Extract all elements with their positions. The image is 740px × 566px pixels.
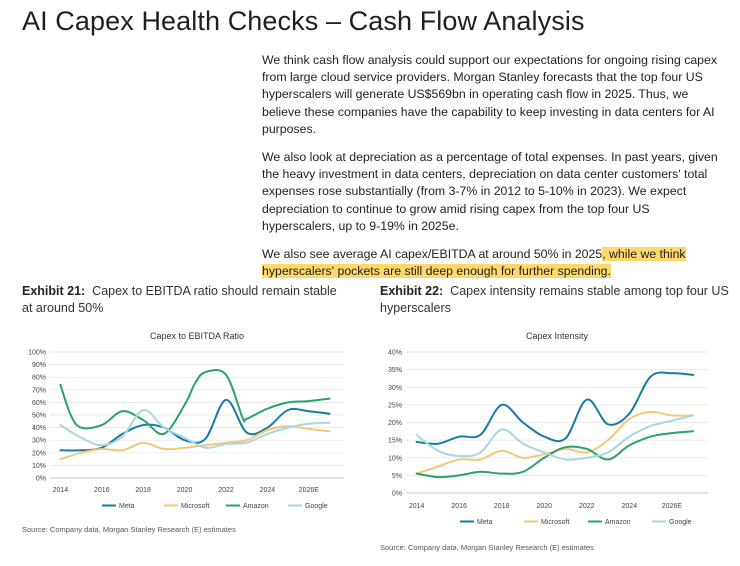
exhibit-22-label: Exhibit 22: xyxy=(380,284,444,298)
legend-label: Google xyxy=(305,503,328,510)
x-tick-label: 2014 xyxy=(53,487,69,494)
y-tick-label: 80% xyxy=(32,375,46,382)
x-tick-label: 2018 xyxy=(135,487,151,494)
y-tick-label: 40% xyxy=(32,425,46,432)
exhibit-22-source: Source: Company data, Morgan Stanley Res… xyxy=(380,543,594,552)
exhibit-21-label: Exhibit 21: xyxy=(22,284,86,298)
y-tick-label: 50% xyxy=(32,413,46,420)
y-tick-label: 10% xyxy=(32,463,46,470)
y-tick-label: 40% xyxy=(388,350,402,357)
body-text: We think cash flow analysis could suppor… xyxy=(262,52,724,291)
legend-label: Microsoft xyxy=(181,503,209,510)
y-tick-label: 30% xyxy=(388,385,402,392)
paragraph-1: We think cash flow analysis could suppor… xyxy=(262,53,718,136)
series-line-google xyxy=(59,408,331,449)
chart-title: Capex Intensity xyxy=(526,331,589,341)
y-tick-label: 60% xyxy=(32,400,46,407)
y-tick-label: 10% xyxy=(388,455,402,462)
exhibit-21-caption-text: Capex to EBITDA ratio should remain stab… xyxy=(22,284,337,315)
exhibit-21-source: Source: Company data, Morgan Stanley Res… xyxy=(22,525,236,534)
series-line-meta xyxy=(415,371,695,445)
legend-label: Meta xyxy=(119,503,135,510)
legend-label: Meta xyxy=(477,519,493,526)
x-tick-label: 2018 xyxy=(494,503,510,510)
page-title: AI Capex Health Checks – Cash Flow Analy… xyxy=(22,6,585,36)
x-tick-label: 2016 xyxy=(451,503,467,510)
capex-to-ebitda-chart: Capex to EBITDA Ratio 0% 10% 20% 30% 40% 50% 60… xyxy=(28,331,344,510)
y-tick-label: 0% xyxy=(392,491,402,498)
y-tick-label: 0% xyxy=(36,476,46,483)
y-tick-label: 30% xyxy=(32,438,46,445)
paragraph-3: We also see average AI capex/EBITDA at a… xyxy=(262,246,724,280)
exhibit-21-caption: Exhibit 21: Capex to EBITDA ratio should… xyxy=(22,283,342,317)
y-tick-label: 20% xyxy=(388,420,402,427)
series-line-amazon xyxy=(415,430,695,479)
x-tick-label: 2024 xyxy=(622,503,638,510)
x-tick-label: 2024 xyxy=(260,487,276,494)
y-tick-label: 70% xyxy=(32,387,46,394)
legend-label: Microsoft xyxy=(541,519,569,526)
y-tick-label: 5% xyxy=(392,473,402,480)
legend-label: Amazon xyxy=(243,503,269,510)
x-tick-label: 2016 xyxy=(94,487,110,494)
paragraph-3-text: We also see average AI capex/EBITDA at a… xyxy=(262,247,603,262)
series-line-google xyxy=(415,414,695,461)
x-tick-label: 2026E xyxy=(662,503,683,510)
y-tick-label: 25% xyxy=(388,402,402,409)
paragraph-2: We also look at depreciation as a percen… xyxy=(262,150,718,233)
x-tick-label: 2014 xyxy=(409,503,425,510)
chart-title: Capex to EBITDA Ratio xyxy=(150,331,244,341)
y-tick-label: 20% xyxy=(32,450,46,457)
exhibit-22-caption-text: Capex intensity remains stable among top… xyxy=(380,284,729,315)
y-tick-label: 35% xyxy=(388,367,402,374)
series-line-microsoft xyxy=(415,410,695,475)
exhibit-22-caption: Exhibit 22: Capex intensity remains stab… xyxy=(380,283,730,317)
x-tick-label: 2020 xyxy=(536,503,552,510)
y-tick-label: 100% xyxy=(28,350,46,357)
legend-label: Google xyxy=(669,519,692,526)
series-line-amazon xyxy=(59,369,331,436)
x-tick-label: 2022 xyxy=(218,487,234,494)
capex-intensity-chart: Capex Intensity 0% 5% 10% 15% 20% 25% 30% 35% 40%… xyxy=(388,331,708,526)
legend-label: Amazon xyxy=(605,519,631,526)
x-tick-label: 2020 xyxy=(177,487,193,494)
x-tick-label: 2026E xyxy=(299,487,320,494)
series-line-microsoft xyxy=(59,425,331,461)
y-tick-label: 90% xyxy=(32,362,46,369)
y-tick-label: 15% xyxy=(388,438,402,445)
x-tick-label: 2022 xyxy=(579,503,595,510)
